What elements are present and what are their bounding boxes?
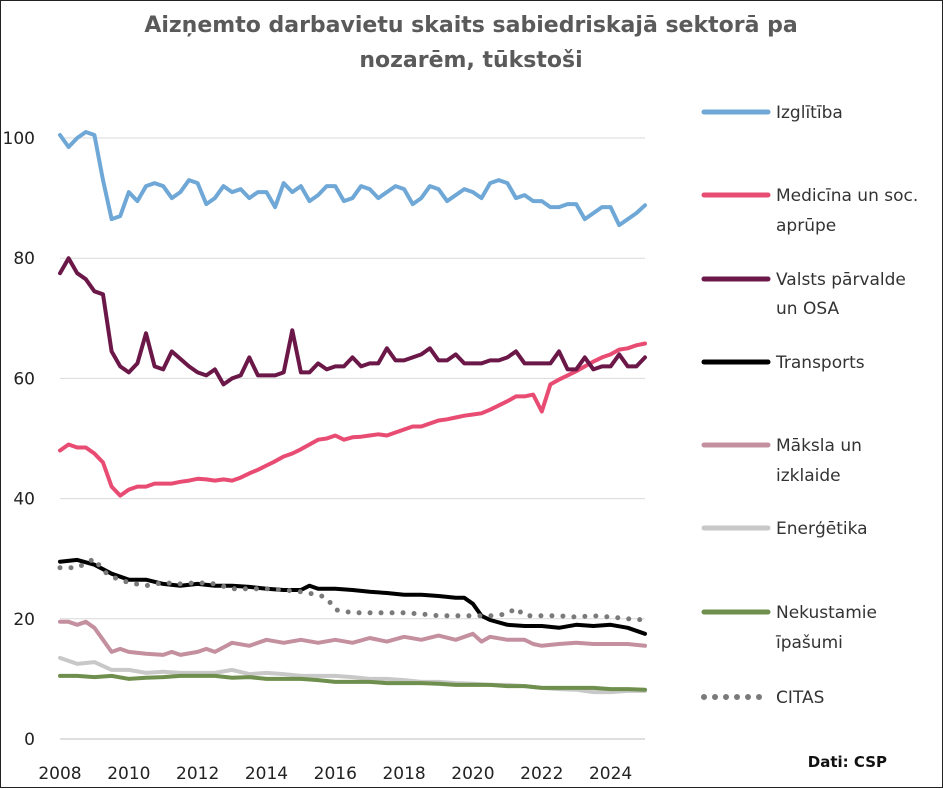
legend-label: Nekustamie [776, 603, 877, 623]
legend-label: Izglītība [776, 103, 843, 123]
legend-item: Transports [701, 353, 865, 373]
x-tick-label: 2010 [107, 764, 150, 784]
legend-label: Enerģētika [776, 519, 868, 539]
chart-title-line-2: nozarēm, tūkstoši [359, 48, 582, 73]
y-tick-label: 40 [13, 490, 35, 510]
legend-label: īpašumi [775, 633, 843, 653]
legend-item: Izglītība [701, 103, 843, 123]
legend-item: CITAS [701, 688, 824, 708]
series-line-maksla-un-izklaide [58, 619, 647, 657]
legend-item: Māksla un izklaide [701, 436, 862, 486]
legend: Izglītība Medicīna un soc. aprūpe Valsts pā… [701, 103, 918, 708]
y-tick-label: 0 [24, 730, 35, 750]
y-tick-label: 80 [13, 249, 35, 269]
legend-label: aprūpe [776, 216, 836, 236]
legend-item: Enerģētika [701, 519, 868, 539]
y-tick-label: 100 [3, 129, 35, 149]
legend-item: Valsts pārvalde un OSA [701, 270, 906, 319]
legend-label: Transports [775, 353, 865, 373]
series-layer [57, 130, 648, 695]
axis-labels: 0 20 40 60 80 100 2008 2010 2012 2014 2016 2018 2020… [3, 129, 633, 784]
legend-label: Valsts pārvalde [776, 270, 906, 290]
series-line-nekustamie-ipasumi [58, 673, 647, 692]
x-tick-label: 2016 [314, 764, 357, 784]
y-tick-label: 20 [13, 610, 35, 630]
legend-label: un OSA [776, 299, 839, 319]
legend-item: Nekustamie īpašumi [701, 603, 877, 653]
legend-item: Medicīna un soc. aprūpe [701, 186, 918, 236]
source-note: Dati: CSP [808, 753, 887, 771]
x-tick-label: 2008 [38, 764, 81, 784]
legend-label: Māksla un [776, 436, 862, 456]
legend-label: izklaide [776, 466, 841, 486]
y-tick-label: 60 [13, 369, 35, 389]
series-line-izglitiba [58, 130, 647, 228]
x-tick-label: 2022 [520, 764, 563, 784]
legend-label: Medicīna un soc. [776, 186, 918, 206]
series-line-valsts-parvalde-un-osa [58, 256, 647, 387]
series-line-transports [58, 557, 647, 636]
gridlines [60, 137, 645, 740]
series-line-citas [57, 556, 648, 623]
series-line-medicina-un-soc-aprupe [58, 341, 647, 498]
chart-title-line-1: Aizņemto darbavietu skaits sabiedriskajā… [144, 13, 797, 38]
x-tick-label: 2018 [382, 764, 425, 784]
x-tick-label: 2024 [589, 764, 632, 784]
x-tick-label: 2014 [245, 764, 288, 784]
x-tick-label: 2020 [451, 764, 494, 784]
legend-label: CITAS [776, 688, 824, 708]
x-tick-label: 2012 [176, 764, 219, 784]
